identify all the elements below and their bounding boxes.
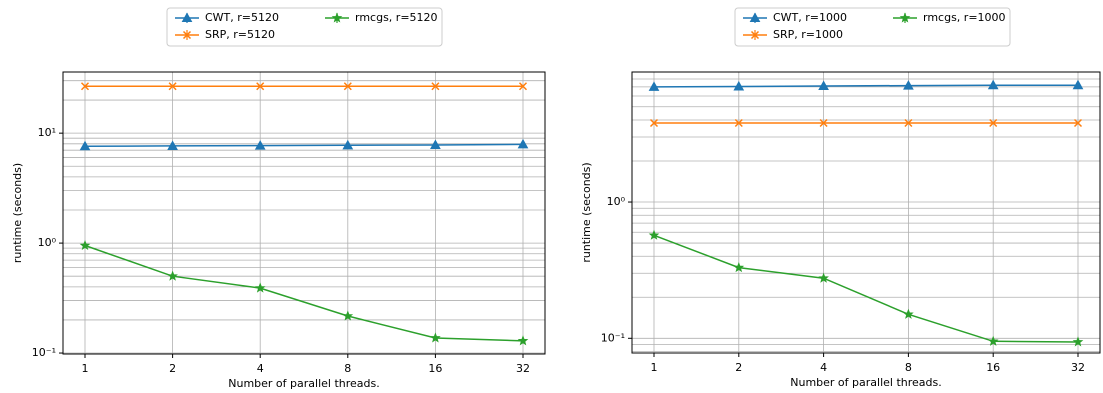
marker — [733, 80, 745, 91]
marker — [648, 229, 660, 240]
marker — [254, 140, 266, 150]
legend-label: CWT, r=5120 — [205, 11, 279, 24]
marker — [80, 82, 90, 91]
marker — [343, 82, 352, 91]
x-tick-label: 1 — [82, 362, 89, 375]
marker — [904, 118, 913, 128]
marker — [168, 82, 177, 91]
marker — [987, 79, 999, 90]
marker — [648, 81, 660, 91]
x-tick-label: 8 — [905, 361, 912, 374]
x-axis-label: Number of parallel threads. — [790, 376, 942, 389]
marker — [1072, 336, 1084, 347]
marker — [649, 118, 659, 128]
x-tick-label: 16 — [986, 361, 1000, 374]
marker — [733, 262, 745, 273]
marker — [167, 140, 178, 150]
legend-label: SRP, r=1000 — [773, 28, 843, 41]
marker — [167, 270, 178, 281]
marker — [903, 308, 914, 319]
marker — [819, 118, 828, 128]
legend: CWT, r=5120 SRP, r=5120 rmcgs, r=5120 — [166, 7, 443, 47]
chart: 10⁻¹ 10⁰ 10¹ 1 2 4 8 16 32 Number of parallel thr… — [11, 7, 546, 390]
series-line — [84, 244, 524, 342]
marker — [342, 139, 354, 150]
legend-label: CWT, r=1000 — [773, 11, 847, 24]
legend-marker — [331, 12, 343, 23]
legend-frame — [734, 7, 1011, 47]
y-axis-label: runtime (seconds) — [580, 162, 593, 262]
y-tick-label: 10⁻¹ — [32, 346, 56, 359]
marker — [517, 138, 529, 149]
marker — [518, 82, 528, 91]
series-line — [653, 234, 1079, 343]
series-line — [653, 84, 1078, 88]
legend-label: rmcgs, r=1000 — [923, 11, 1006, 24]
y-tick-label: 10⁻¹ — [601, 331, 625, 344]
legend-marker — [181, 12, 193, 22]
legend-frame — [166, 7, 443, 47]
marker — [1073, 118, 1083, 128]
plot-frame — [62, 71, 546, 355]
x-tick-label: 32 — [516, 362, 530, 375]
legend-label: SRP, r=5120 — [205, 28, 275, 41]
legend-marker — [750, 30, 760, 40]
marker — [734, 118, 743, 128]
x-tick-label: 32 — [1071, 361, 1085, 374]
marker — [79, 239, 91, 251]
x-tick-label: 2 — [735, 361, 742, 374]
x-tick-label: 4 — [257, 362, 264, 375]
marker — [342, 310, 354, 321]
marker — [987, 335, 999, 346]
legend: CWT, r=1000 SRP, r=1000 rmcgs, r=1000 — [734, 7, 1011, 47]
legend-label: rmcgs, r=5120 — [355, 11, 438, 24]
marker — [517, 335, 529, 346]
legend-marker — [182, 30, 192, 40]
marker — [1072, 79, 1084, 90]
y-tick-label: 10⁰ — [38, 236, 57, 249]
marker — [79, 140, 91, 151]
x-tick-label: 16 — [428, 362, 442, 375]
series-line — [84, 143, 524, 148]
chart: 10⁻¹ 10⁰ 1 2 4 8 16 32 Number of parallel thread… — [580, 7, 1101, 389]
marker — [818, 272, 829, 283]
x-tick-label: 2 — [169, 362, 176, 375]
x-tick-label: 8 — [344, 362, 351, 375]
marker — [989, 118, 998, 128]
marker — [818, 80, 829, 91]
y-tick-label: 10¹ — [38, 126, 56, 139]
marker — [254, 282, 266, 293]
plot-frame — [631, 71, 1101, 354]
marker — [256, 82, 265, 91]
marker — [903, 80, 914, 90]
marker — [430, 139, 441, 150]
legend-marker — [749, 12, 761, 22]
x-tick-label: 1 — [651, 361, 658, 374]
y-axis-label: runtime (seconds) — [11, 163, 24, 263]
x-axis-label: Number of parallel threads. — [228, 377, 380, 390]
legend-marker — [899, 12, 911, 23]
marker — [431, 82, 440, 91]
x-tick-label: 4 — [820, 361, 827, 374]
marker — [430, 332, 441, 343]
y-tick-label: 10⁰ — [607, 195, 626, 208]
